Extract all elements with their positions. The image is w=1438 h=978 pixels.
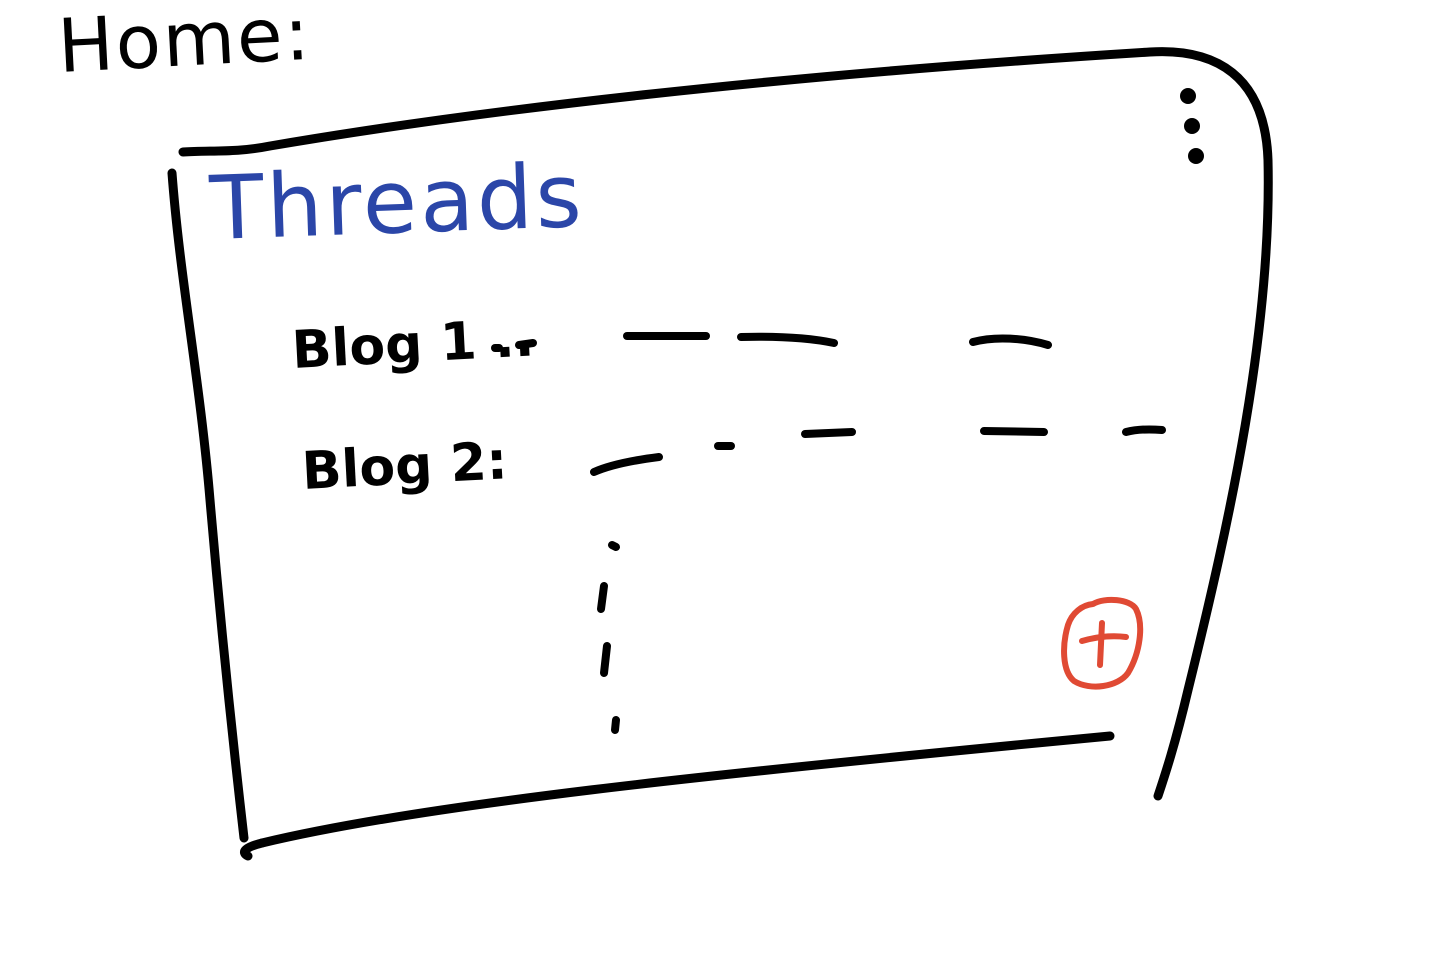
thread-item-blog-1[interactable]: Blog 1 .. — [290, 308, 536, 381]
content-continuation-line — [597, 541, 620, 734]
add-thread-button[interactable] — [1060, 595, 1146, 691]
thread-item-blog-2[interactable]: Blog 2: — [300, 431, 509, 502]
plus-icon — [1061, 596, 1144, 690]
blog2-content-lines — [590, 425, 1166, 476]
more-options-button[interactable] — [1168, 84, 1208, 170]
frame-bottom-stroke — [257, 731, 1115, 848]
frame-top-right-stroke — [178, 47, 1273, 801]
blog1-content-lines — [491, 332, 1052, 352]
frame-left-stroke — [167, 168, 249, 843]
threads-title: Threads — [208, 143, 587, 260]
